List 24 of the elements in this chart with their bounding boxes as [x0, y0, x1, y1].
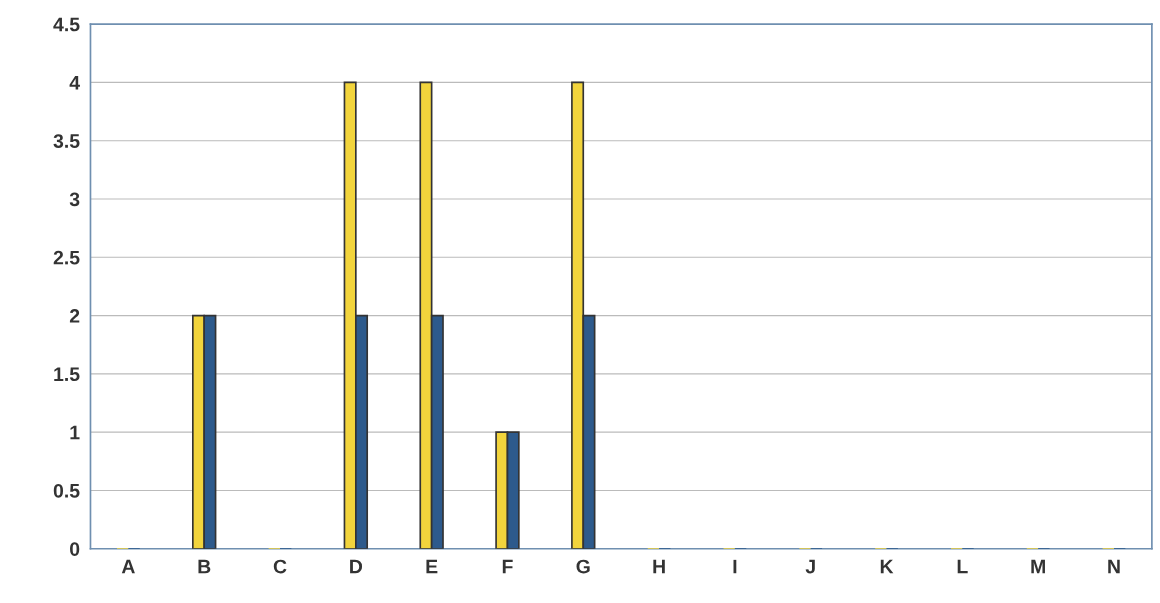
y-tick-label: 0.5: [53, 483, 80, 498]
y-tick-label: 1.5: [54, 367, 80, 382]
x-tick-label: J: [805, 559, 815, 574]
y-tick-label: 0: [70, 542, 80, 556]
y-tick-label: 4: [69, 76, 80, 90]
y-tick-label: 2: [69, 309, 80, 323]
x-tick-label: M: [1031, 559, 1045, 574]
y-tick-label: 4.5: [53, 17, 80, 32]
x-tick-label: D: [350, 559, 363, 574]
x-tick-label: H: [653, 559, 665, 574]
x-tick-label: B: [198, 559, 211, 574]
y-tick-label: 1: [70, 425, 80, 440]
y-tick-label: 3: [69, 192, 80, 207]
x-tick-label: N: [1108, 559, 1120, 574]
x-tick-label: E: [426, 559, 438, 574]
y-tick-label: 2.5: [53, 250, 80, 265]
x-tick-label: G: [576, 559, 590, 574]
x-tick-label: A: [121, 559, 135, 574]
x-tick-label: L: [957, 559, 968, 574]
x-tick-label: C: [273, 559, 287, 574]
x-tick-label: F: [502, 559, 513, 574]
x-tick-label: K: [880, 559, 894, 574]
x-tick-label: I: [733, 559, 737, 574]
y-tick-label: 3.5: [53, 134, 80, 148]
